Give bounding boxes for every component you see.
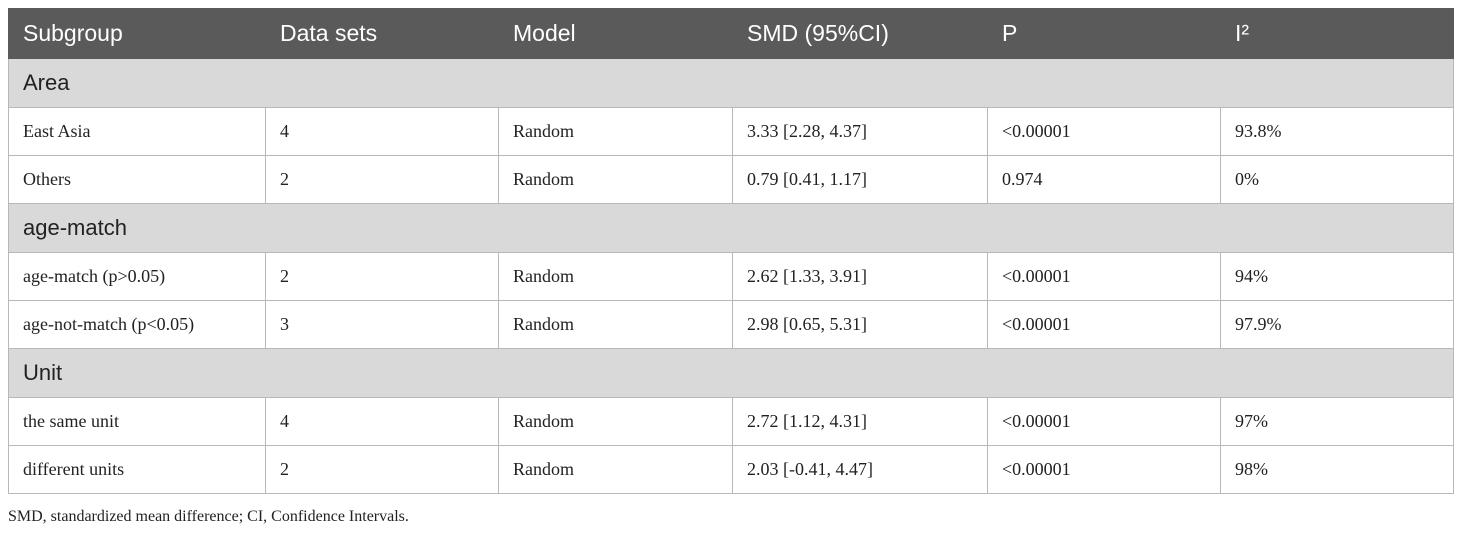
section-row: age-match bbox=[8, 203, 1454, 253]
section-row: Unit bbox=[8, 348, 1454, 398]
section-title: Area bbox=[8, 58, 1454, 108]
column-header: Model bbox=[498, 8, 733, 59]
cell: Random bbox=[498, 300, 733, 349]
cell: 97.9% bbox=[1220, 300, 1454, 349]
cell: 98% bbox=[1220, 445, 1454, 494]
cell: 0.79 [0.41, 1.17] bbox=[732, 155, 988, 204]
cell: 0.974 bbox=[987, 155, 1221, 204]
cell: 2.62 [1.33, 3.91] bbox=[732, 252, 988, 301]
cell: 2.98 [0.65, 5.31] bbox=[732, 300, 988, 349]
data-row: age-not-match (p<0.05) 3 Random 2.98 [0.65,… bbox=[8, 300, 1454, 349]
footnote: SMD, standardized mean difference; CI, C… bbox=[8, 508, 409, 525]
data-row: East Asia 4 Random 3.33 [2.28, 4.37] <0.0000… bbox=[8, 107, 1454, 156]
cell: Random bbox=[498, 252, 733, 301]
section-title: Unit bbox=[8, 348, 1454, 398]
table-body: Area East Asia 4 Random 3.33 [2.28, 4.37] <0.… bbox=[8, 58, 1454, 494]
cell: 93.8% bbox=[1220, 107, 1454, 156]
cell: 4 bbox=[265, 397, 499, 446]
cell: Random bbox=[498, 155, 733, 204]
section-row: Area bbox=[8, 58, 1454, 108]
cell: 2 bbox=[265, 252, 499, 301]
cell: <0.00001 bbox=[987, 300, 1221, 349]
cell: <0.00001 bbox=[987, 397, 1221, 446]
subgroup-table: Subgroup Data sets Model SMD (95%CI) P I² Are… bbox=[8, 8, 1454, 494]
cell: 4 bbox=[265, 107, 499, 156]
cell: 2.72 [1.12, 4.31] bbox=[732, 397, 988, 446]
cell: 2.03 [-0.41, 4.47] bbox=[732, 445, 988, 494]
cell: <0.00001 bbox=[987, 445, 1221, 494]
cell: 2 bbox=[265, 155, 499, 204]
data-row: age-match (p>0.05) 2 Random 2.62 [1.33, 3.9… bbox=[8, 252, 1454, 301]
cell: 3 bbox=[265, 300, 499, 349]
cell: Random bbox=[498, 397, 733, 446]
column-header: I² bbox=[1220, 8, 1454, 59]
cell: 0% bbox=[1220, 155, 1454, 204]
cell: Random bbox=[498, 445, 733, 494]
cell: age-not-match (p<0.05) bbox=[8, 300, 266, 349]
cell: <0.00001 bbox=[987, 107, 1221, 156]
cell: 97% bbox=[1220, 397, 1454, 446]
header-row: Subgroup Data sets Model SMD (95%CI) P I² bbox=[8, 8, 1454, 59]
cell: Random bbox=[498, 107, 733, 156]
cell: Others bbox=[8, 155, 266, 204]
cell: the same unit bbox=[8, 397, 266, 446]
cell: East Asia bbox=[8, 107, 266, 156]
cell: <0.00001 bbox=[987, 252, 1221, 301]
column-header: Data sets bbox=[265, 8, 499, 59]
cell: different units bbox=[8, 445, 266, 494]
cell: 2 bbox=[265, 445, 499, 494]
column-header: SMD (95%CI) bbox=[732, 8, 988, 59]
data-row: Others 2 Random 0.79 [0.41, 1.17] 0.974 0% bbox=[8, 155, 1454, 204]
cell: age-match (p>0.05) bbox=[8, 252, 266, 301]
section-title: age-match bbox=[8, 203, 1454, 253]
data-row: different units 2 Random 2.03 [-0.41, 4.47]… bbox=[8, 445, 1454, 494]
column-header: P bbox=[987, 8, 1221, 59]
cell: 94% bbox=[1220, 252, 1454, 301]
cell: 3.33 [2.28, 4.37] bbox=[732, 107, 988, 156]
data-row: the same unit 4 Random 2.72 [1.12, 4.31] <0.… bbox=[8, 397, 1454, 446]
column-header: Subgroup bbox=[8, 8, 266, 59]
